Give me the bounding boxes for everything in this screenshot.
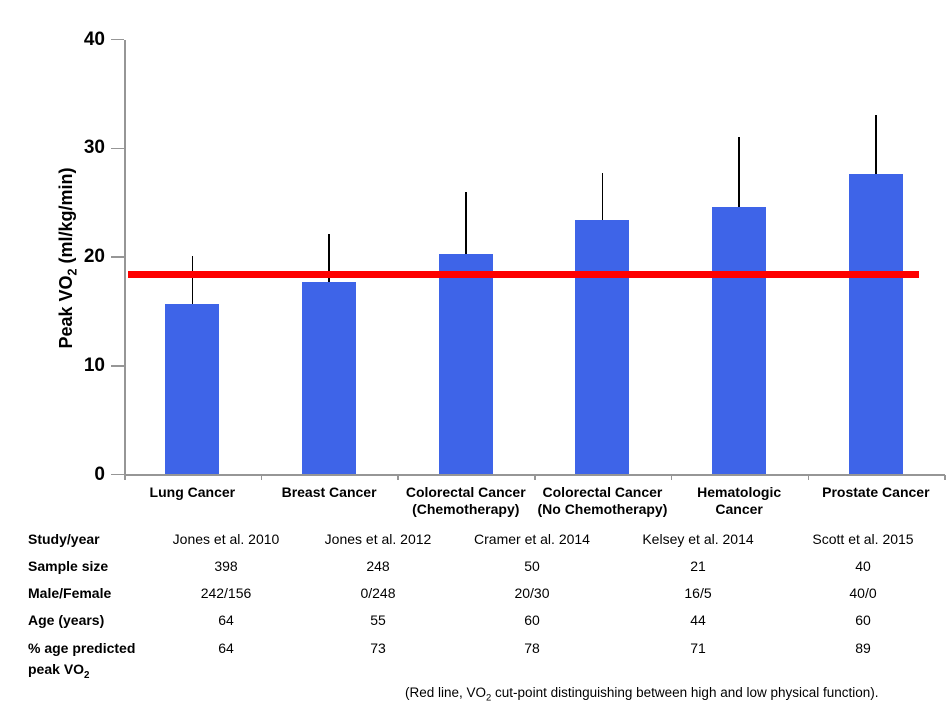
category-label: Colorectal Cancer (Chemotherapy): [384, 484, 548, 518]
table-cell: 248: [366, 558, 390, 574]
category-label: Lung Cancer: [110, 484, 274, 501]
category-label: Prostate Cancer: [794, 484, 950, 501]
y-tick: [111, 38, 124, 41]
table-cell: 21: [690, 558, 706, 574]
category-label-line: (No Chemotherapy): [537, 501, 668, 517]
table-row-header: % age predicted peak VO2: [28, 638, 198, 686]
y-tick: [111, 473, 124, 476]
table-cell: 64: [218, 640, 234, 656]
table-cell: Jones et al. 2012: [324, 531, 432, 547]
error-bar: [601, 173, 604, 220]
y-tick-label: 20: [83, 246, 105, 267]
reference-line: [128, 271, 919, 278]
x-tick: [670, 474, 673, 480]
x-tick: [807, 474, 809, 480]
table-cell: 398: [214, 558, 238, 574]
x-tick: [944, 474, 946, 480]
y-tick: [111, 147, 124, 149]
table-cell: 89: [855, 640, 871, 656]
table-cell: 0/248: [360, 585, 396, 601]
category-label-line: Colorectal Cancer: [405, 484, 526, 500]
table-cell: Jones et al. 2010: [172, 531, 280, 547]
table-cell: 40/0: [849, 585, 877, 601]
table-cell: 242/156: [200, 585, 252, 601]
bar-breast-cancer: [302, 282, 357, 475]
error-bar: [191, 255, 194, 304]
table-cell: Cramer et al. 2014: [474, 531, 590, 547]
table-cell: 16/5: [684, 585, 712, 601]
table-cell: 55: [370, 612, 386, 628]
table-cell: 44: [690, 612, 706, 628]
error-bar: [465, 191, 467, 254]
x-tick: [534, 474, 536, 480]
y-tick: [111, 365, 124, 367]
category-label-line: Colorectal Cancer: [542, 484, 663, 500]
error-bar: [328, 234, 330, 282]
category-label-line: Prostate Cancer: [822, 484, 930, 500]
table-cell: 20/30: [514, 585, 550, 601]
table-cell: 64: [218, 612, 234, 628]
bar-hematologic-cancer: [712, 206, 767, 475]
category-label-line: Cancer: [715, 501, 763, 517]
bar-colorectal-cancer-chemotherapy: [438, 253, 493, 475]
table-row-header-line: Male/Female: [28, 585, 112, 601]
table-row-header-line: peak VO2: [28, 661, 90, 681]
table-cell: 60: [855, 612, 871, 628]
bar-prostate-cancer: [848, 174, 903, 475]
category-label: Breast Cancer: [247, 484, 411, 501]
error-bar: [738, 137, 740, 207]
y-tick-label: 30: [83, 137, 105, 159]
table-cell: 50: [524, 558, 540, 574]
table-row-header-line: Study/year: [28, 531, 100, 547]
x-tick: [124, 474, 126, 480]
y-tick: [111, 256, 124, 258]
table-row-header: Age (years): [28, 610, 198, 631]
table-row-header: Study/year: [28, 529, 198, 550]
table-row-header-line: Sample size: [28, 558, 109, 574]
figure-caption: (Red line, VO2 cut-point distinguishing …: [405, 685, 879, 704]
table-cell: 78: [524, 640, 540, 656]
category-label-line: Breast Cancer: [281, 484, 377, 500]
category-label: Colorectal Cancer (No Chemotherapy): [520, 484, 684, 518]
x-tick: [260, 474, 263, 480]
category-label-line: Hematologic: [697, 484, 782, 500]
category-label: Hematologic Cancer: [657, 484, 821, 518]
error-bar: [875, 114, 877, 175]
table-row-header-line: % age predicted: [28, 640, 136, 656]
table-cell: 73: [370, 640, 386, 656]
table-row-header-line: Age (years): [28, 612, 105, 628]
table-cell: 60: [524, 612, 540, 628]
bar-lung-cancer: [165, 303, 220, 475]
category-label-line: (Chemotherapy): [412, 501, 520, 517]
x-tick: [397, 474, 399, 480]
table-row-header: Male/Female: [28, 583, 198, 604]
table-cell: 40: [855, 558, 871, 574]
category-label-line: Lung Cancer: [149, 484, 236, 500]
y-tick-label: 10: [83, 354, 105, 376]
y-tick-label: 40: [83, 28, 105, 50]
y-axis-line: [124, 39, 126, 477]
table-cell: 71: [690, 640, 706, 656]
table-cell: Kelsey et al. 2014: [642, 531, 754, 547]
table-cell: Scott et al. 2015: [812, 531, 914, 547]
table-row-header: Sample size: [28, 556, 198, 577]
bar-colorectal-cancer-no-chemotherapy: [575, 220, 630, 475]
y-tick-label: 0: [94, 463, 105, 485]
